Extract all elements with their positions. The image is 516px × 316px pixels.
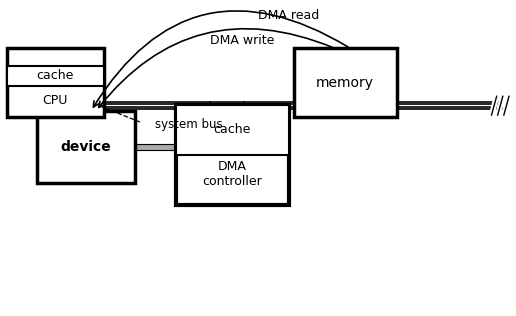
FancyBboxPatch shape <box>7 48 104 117</box>
Text: cache: cache <box>37 69 74 82</box>
Text: cache: cache <box>214 123 251 136</box>
FancyBboxPatch shape <box>37 111 135 183</box>
FancyBboxPatch shape <box>176 105 289 205</box>
Text: DMA read: DMA read <box>258 9 319 22</box>
FancyBboxPatch shape <box>7 66 104 86</box>
Text: DMA write: DMA write <box>211 34 275 47</box>
Text: memory: memory <box>316 76 374 90</box>
FancyBboxPatch shape <box>294 48 397 117</box>
Text: CPU: CPU <box>43 94 68 106</box>
Text: device: device <box>61 140 111 154</box>
Text: DMA
controller: DMA controller <box>202 160 262 188</box>
Text: system bus: system bus <box>155 118 223 131</box>
FancyBboxPatch shape <box>176 105 289 155</box>
